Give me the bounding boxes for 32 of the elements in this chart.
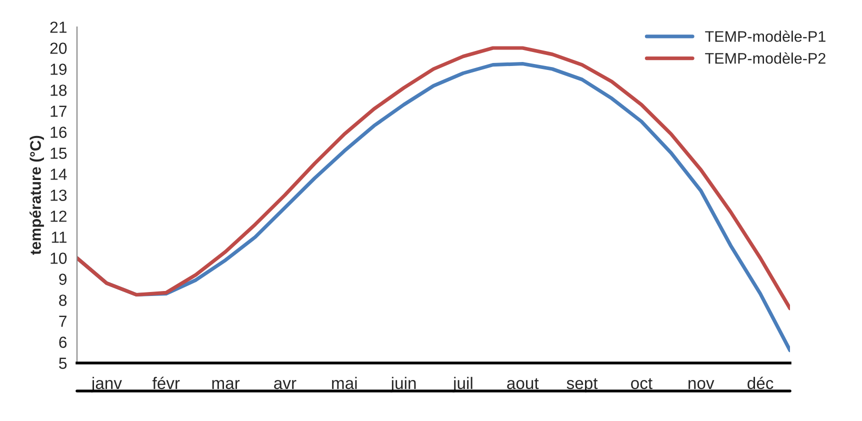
y-tick-label: 17 xyxy=(50,106,66,117)
y-tick-label: 21 xyxy=(50,22,66,33)
x-tick-label: févr xyxy=(152,376,180,390)
y-tick-label: 6 xyxy=(59,336,67,348)
y-tick-label: 10 xyxy=(50,252,67,264)
x-tick-label: sept xyxy=(566,378,598,392)
x-tick-label: avr xyxy=(274,380,296,390)
x-tick-label: janv xyxy=(91,376,122,392)
x-tick-label: juin xyxy=(390,376,416,392)
y-tick-label: 19 xyxy=(50,64,67,75)
y-tick-label: 15 xyxy=(50,148,67,159)
y-tick-label: 11 xyxy=(52,232,66,243)
y-tick-label: 16 xyxy=(50,126,67,138)
y-tick-label: 7 xyxy=(59,316,66,327)
legend-label: TEMP-modèle-P1 xyxy=(705,30,826,42)
y-tick-label: 13 xyxy=(50,190,67,201)
y-tick-label: 8 xyxy=(59,294,67,306)
y-axis-title: température (°C) xyxy=(30,136,44,255)
legend-label: TEMP-modèle-P2 xyxy=(705,52,826,64)
y-tick-label: 12 xyxy=(50,210,66,222)
y-tick-label: 20 xyxy=(50,42,67,54)
x-tick-label: déc xyxy=(748,376,774,390)
y-tick-label: 5 xyxy=(59,358,67,369)
x-tick-label: nov xyxy=(688,380,714,390)
y-tick-label: 14 xyxy=(50,168,67,180)
y-tick-label: 9 xyxy=(59,274,67,285)
x-tick-label: juil xyxy=(452,376,472,392)
x-tick-label: mai xyxy=(332,376,357,390)
x-tick-label: aout xyxy=(507,378,539,390)
x-tick-label: mar xyxy=(212,380,240,390)
x-tick-label: oct xyxy=(631,378,652,390)
y-tick-label: 18 xyxy=(50,84,67,96)
